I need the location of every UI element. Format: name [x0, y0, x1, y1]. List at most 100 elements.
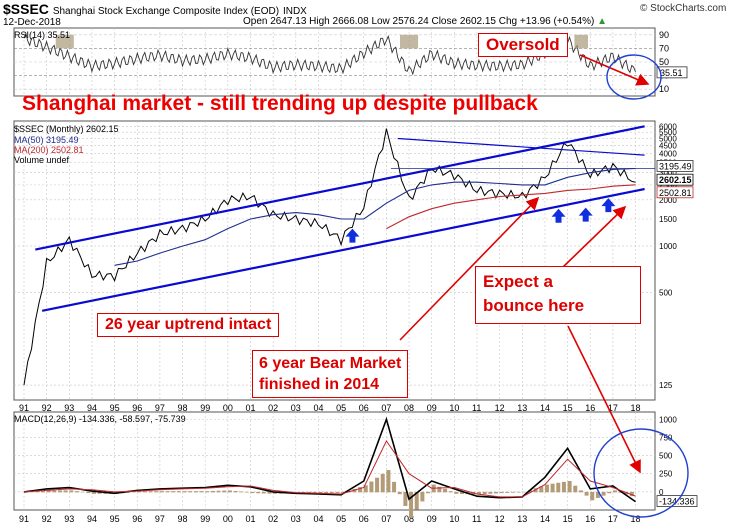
oversold-arrow — [579, 54, 650, 86]
macd-histogram-bar — [165, 491, 170, 493]
macd-histogram-bar — [578, 490, 583, 493]
macd-histogram-bar — [561, 481, 566, 493]
macd-histogram-bar — [222, 490, 227, 493]
price-legend-ma200: MA(200) 2502.81 — [14, 145, 84, 155]
macd-histogram-bar — [624, 491, 629, 495]
support-arrow-icon — [345, 228, 360, 243]
macd-histogram-bar — [584, 491, 589, 496]
macd-histogram-bar — [267, 491, 272, 494]
macd-histogram-bar — [250, 491, 255, 494]
macd-histogram-bar — [69, 490, 74, 493]
x-tick-label-macd: 16 — [585, 514, 595, 524]
x-tick-label-macd: 91 — [19, 514, 29, 524]
x-tick-label-price: 15 — [563, 403, 573, 413]
x-tick-label-price: 04 — [313, 403, 323, 413]
macd-histogram-bar — [233, 490, 238, 493]
macd-histogram-bar — [363, 485, 368, 493]
macd-histogram-bar — [573, 485, 578, 493]
ma50-badge-label: 3195.49 — [659, 161, 692, 171]
x-tick-label-price: 96 — [132, 403, 142, 413]
macd-histogram-bar — [86, 491, 91, 494]
macd-histogram-bar — [261, 491, 266, 494]
x-tick-label-price: 03 — [291, 403, 301, 413]
x-tick-label-price: 13 — [517, 403, 527, 413]
macd-histogram-bar — [392, 481, 397, 493]
macd-histogram-bar — [244, 491, 249, 493]
macd-histogram-bar — [80, 491, 85, 493]
annotation-bear-line2: finished in 2014 — [259, 376, 380, 393]
x-tick-label-macd: 10 — [449, 514, 459, 524]
x-tick-label-price: 17 — [608, 403, 618, 413]
x-tick-label-macd: 11 — [472, 514, 481, 524]
macd-histogram-bar — [40, 490, 45, 493]
x-tick-label-price: 97 — [155, 403, 165, 413]
macd-histogram-bar — [629, 491, 634, 497]
x-tick-label-price: 09 — [427, 403, 437, 413]
exchange: INDX — [282, 6, 307, 17]
x-tick-label-price: 00 — [223, 403, 233, 413]
ma50-series — [114, 167, 636, 266]
macd-histogram-bar — [595, 491, 600, 498]
rsi-series — [23, 32, 636, 76]
price-tick-label: 6000 — [659, 122, 677, 131]
macd-histogram-bar — [601, 491, 606, 496]
x-tick-label-price: 16 — [585, 403, 595, 413]
symbol: $SSEC — [3, 1, 49, 17]
x-tick-label-price: 99 — [200, 403, 210, 413]
macd-histogram-bar — [171, 491, 176, 493]
x-tick-label-macd: 06 — [359, 514, 369, 524]
change-arrow-icon: ▲ — [597, 16, 608, 27]
price-tick-label: 125 — [659, 381, 673, 390]
macd-histogram-bar — [210, 490, 215, 493]
brand-link[interactable]: © StockCharts.com — [640, 3, 727, 14]
price-tick-label: 1000 — [659, 242, 677, 251]
annotation-bounce-line1: Expect a — [483, 272, 553, 291]
x-tick-label-price: 01 — [246, 403, 256, 413]
rsi-tick-label: 50 — [659, 57, 669, 67]
x-tick-label-price: 05 — [336, 403, 346, 413]
x-tick-label-price: 14 — [540, 403, 550, 413]
macd-histogram-bar — [148, 491, 153, 493]
macd-histogram-bar — [522, 491, 527, 493]
support-arrow-icon — [551, 208, 566, 223]
macd-histogram-bar — [477, 491, 481, 495]
macd-histogram-bar — [550, 483, 555, 493]
macd-histogram-bar — [131, 491, 136, 493]
index-name: Shanghai Stock Exchange Composite Index … — [52, 6, 280, 17]
rsi-tick-label: 70 — [659, 43, 669, 53]
macd-histogram-bar — [488, 491, 493, 494]
macd-histogram-bar — [607, 491, 612, 494]
rsi-label: RSI(14) 35.51 — [14, 30, 71, 40]
macd-histogram-bar — [29, 491, 34, 493]
x-tick-label-price: 11 — [472, 403, 481, 413]
macd-histogram-bar — [318, 491, 323, 494]
x-tick-label-price: 12 — [495, 403, 505, 413]
macd-histogram-bar — [256, 491, 261, 494]
x-tick-label-macd: 95 — [110, 514, 120, 524]
ma200-series — [386, 184, 636, 230]
x-tick-label-macd: 12 — [495, 514, 505, 524]
x-tick-label-price: 06 — [359, 403, 369, 413]
x-tick-label-macd: 93 — [64, 514, 74, 524]
x-tick-label-price: 18 — [631, 403, 641, 413]
panel-macd — [13, 411, 656, 511]
x-tick-label-macd: 98 — [178, 514, 188, 524]
x-tick-label-macd: 02 — [268, 514, 278, 524]
macd-tick-label: 0 — [659, 488, 664, 497]
macd-histogram-bar — [460, 491, 465, 494]
price-legend-main: $SSEC (Monthly) 2602.15 — [14, 124, 119, 134]
x-tick-label-macd: 04 — [313, 514, 323, 524]
oversold-highlight-circle — [606, 54, 662, 100]
x-tick-label-macd: 94 — [87, 514, 97, 524]
price-legend-ma50: MA(50) 3195.49 — [14, 135, 79, 145]
x-tick-label-macd: 00 — [223, 514, 233, 524]
macd-histogram-bar — [493, 491, 498, 494]
macd-histogram-bar — [380, 473, 385, 493]
macd-histogram-bar — [539, 486, 544, 493]
x-tick-label-price: 02 — [268, 403, 278, 413]
x-tick-label-macd: 99 — [200, 514, 210, 524]
macd-histogram-bar — [426, 491, 431, 494]
macd-histogram-bar — [567, 480, 572, 493]
macd-histogram-bar — [182, 491, 187, 493]
